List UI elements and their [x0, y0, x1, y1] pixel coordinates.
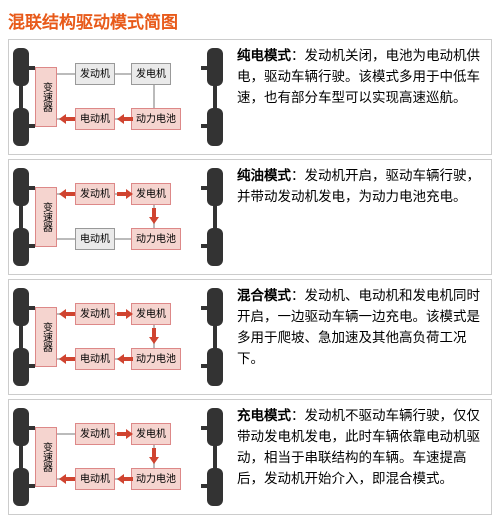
axle: [201, 66, 215, 70]
axle: [21, 186, 35, 190]
axle: [21, 306, 35, 310]
page-title: 混联结构驱动模式简图: [8, 8, 492, 33]
component-gen: 发电机: [131, 63, 171, 85]
mode-name: 纯油模式: [237, 168, 291, 183]
component-bat: 动力电池: [131, 228, 181, 250]
axle: [201, 364, 215, 368]
drive-diagram: 变速器发动机发电机电动机动力电池: [13, 166, 223, 268]
component-mot: 电动机: [75, 348, 115, 370]
mode-name: 纯电模式: [237, 48, 291, 63]
axle: [201, 306, 215, 310]
flow-arrow: [59, 474, 75, 484]
connector: [57, 238, 75, 240]
description-cell: 混合模式：发动机、电动机和发电机同时开启，一边驱动车辆一边充电。该模式是多用于爬…: [229, 280, 491, 394]
diagram-cell: 变速器发动机发电机电动机动力电池: [9, 160, 229, 274]
mode-row: 变速器发动机发电机电动机动力电池混合模式：发动机、电动机和发电机同时开启，一边驱…: [8, 279, 492, 395]
axle: [21, 364, 35, 368]
component-bat: 动力电池: [131, 108, 181, 130]
axle: [201, 484, 215, 488]
axle: [201, 186, 215, 190]
component-mot: 电动机: [75, 108, 115, 130]
description-cell: 充电模式：发动机不驱动车辆行驶，仅仅带动发电机发电，此时车辆依靠电动机驱动，相当…: [229, 400, 491, 514]
axle: [21, 426, 35, 430]
axle: [201, 124, 215, 128]
axle: [21, 124, 35, 128]
flow-arrow: [117, 429, 133, 439]
flow-arrow: [117, 309, 133, 319]
axle: [213, 188, 217, 246]
flow-arrow: [149, 448, 159, 464]
axle: [21, 66, 35, 70]
drive-diagram: 变速器发动机发电机电动机动力电池: [13, 406, 223, 508]
component-mot: 电动机: [75, 228, 115, 250]
diagram-cell: 变速器发动机发电机电动机动力电池: [9, 400, 229, 514]
component-trans: 变速器: [35, 427, 57, 487]
description-cell: 纯电模式：发动机关闭，电池为电动机供电，驱动车辆行驶。该模式多用于中低车速，也有…: [229, 40, 491, 154]
connector: [115, 73, 131, 75]
axle: [19, 188, 23, 246]
axle: [21, 244, 35, 248]
component-eng: 发动机: [75, 303, 115, 325]
axle: [201, 244, 215, 248]
connector: [153, 85, 155, 109]
flow-arrow: [117, 474, 133, 484]
axle: [213, 68, 217, 126]
component-eng: 发动机: [75, 63, 115, 85]
flow-arrow: [117, 354, 133, 364]
component-gen: 发电机: [131, 303, 171, 325]
diagram-cell: 变速器发动机发电机电动机动力电池: [9, 280, 229, 394]
flow-arrow: [59, 354, 75, 364]
component-gen: 发电机: [131, 423, 171, 445]
flow-arrow: [117, 189, 133, 199]
component-trans: 变速器: [35, 187, 57, 247]
flow-arrow: [59, 309, 75, 319]
flow-arrow: [59, 189, 75, 199]
drive-diagram: 变速器发动机发电机电动机动力电池: [13, 286, 223, 388]
component-gen: 发电机: [131, 183, 171, 205]
component-trans: 变速器: [35, 67, 57, 127]
mode-row: 变速器发动机发电机电动机动力电池纯油模式：发动机开启，驱动车辆行驶，并带动发动机…: [8, 159, 492, 275]
component-eng: 发动机: [75, 183, 115, 205]
component-trans: 变速器: [35, 307, 57, 367]
mode-row: 变速器发动机发电机电动机动力电池纯电模式：发动机关闭，电池为电动机供电，驱动车辆…: [8, 39, 492, 155]
axle: [19, 428, 23, 486]
description-cell: 纯油模式：发动机开启，驱动车辆行驶，并带动发动机发电，为动力电池充电。: [229, 160, 491, 274]
flow-arrow: [117, 114, 133, 124]
axle: [19, 68, 23, 126]
component-bat: 动力电池: [131, 348, 181, 370]
connector: [115, 238, 131, 240]
diagram-cell: 变速器发动机发电机电动机动力电池: [9, 40, 229, 154]
mode-row: 变速器发动机发电机电动机动力电池充电模式：发动机不驱动车辆行驶，仅仅带动发电机发…: [8, 399, 492, 515]
flow-arrow: [149, 208, 159, 224]
connector: [57, 73, 75, 75]
axle: [213, 308, 217, 366]
flow-arrow: [59, 114, 75, 124]
mode-name: 混合模式: [237, 288, 291, 303]
component-mot: 电动机: [75, 468, 115, 490]
flow-arrow: [149, 328, 159, 344]
component-eng: 发动机: [75, 423, 115, 445]
axle: [19, 308, 23, 366]
axle: [213, 428, 217, 486]
component-bat: 动力电池: [131, 468, 181, 490]
connector: [57, 433, 75, 435]
axle: [201, 426, 215, 430]
mode-name: 充电模式: [237, 408, 291, 423]
drive-diagram: 变速器发动机发电机电动机动力电池: [13, 46, 223, 148]
axle: [21, 484, 35, 488]
